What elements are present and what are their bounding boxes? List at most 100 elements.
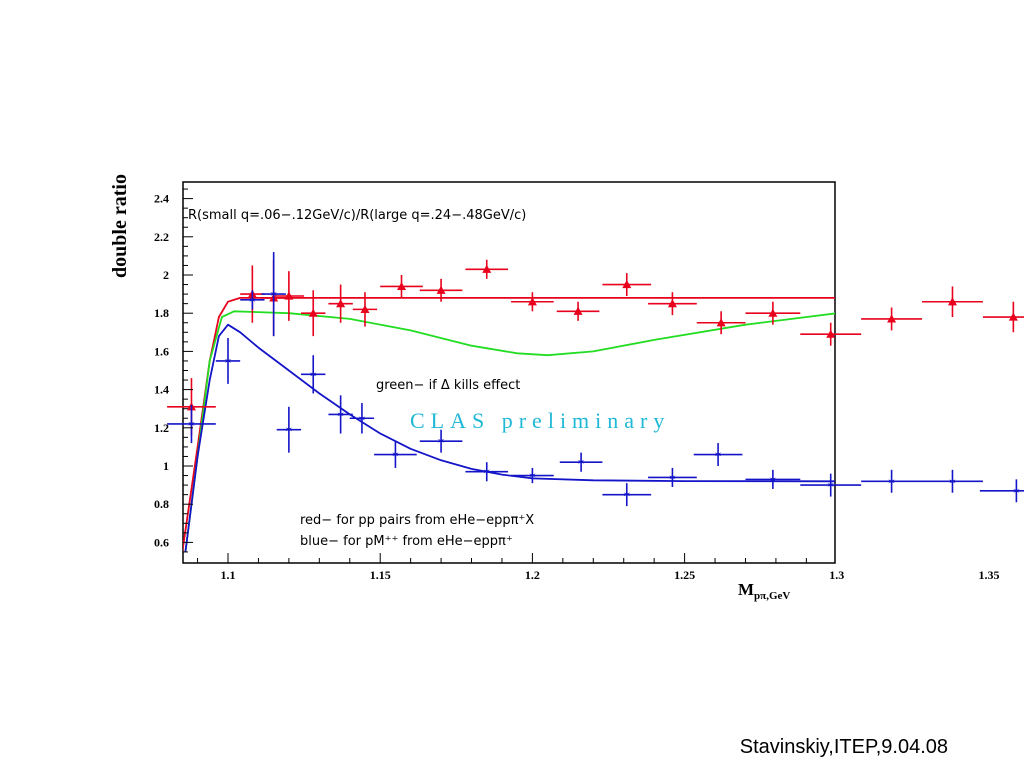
triangle-marker (947, 297, 957, 306)
footer-credit: Stavinskiy,ITEP,9.04.08 (739, 736, 948, 758)
y-tick-label: 1.8 (154, 306, 169, 320)
star-marker: ✶ (437, 437, 445, 448)
y-tick-label: 1.2 (154, 421, 169, 435)
x-tick-label: 1.2 (525, 568, 540, 582)
green-fit-curve (184, 310, 835, 553)
star-marker: ✶ (224, 356, 232, 367)
red-data-point (982, 301, 1024, 333)
red-data-point (419, 278, 463, 302)
points-layer: ✶✶✶✶✶✶✶✶✶✶✶✶✶✶✶✶✶✶✶✶✶✶ (167, 252, 1024, 507)
blue-data-point: ✶ (745, 469, 801, 489)
red-data-point (380, 275, 423, 298)
star-marker: ✶ (248, 295, 256, 306)
triangle-marker (768, 308, 778, 317)
x-axis-title-main: M (738, 580, 754, 599)
star-marker: ✶ (269, 290, 277, 301)
red-data-point (745, 301, 801, 325)
x-axis-title-sub: pπ,GeV (754, 590, 790, 602)
red-data-point (861, 307, 923, 331)
x-tick-label: 1.1 (221, 568, 236, 582)
star-marker: ✶ (714, 450, 722, 461)
blue-data-point: ✶ (419, 429, 463, 453)
red-data-point (696, 311, 746, 335)
star-marker: ✶ (309, 370, 317, 381)
star-marker: ✶ (187, 419, 195, 430)
triangle-marker (622, 280, 632, 289)
star-marker: ✶ (358, 414, 366, 425)
y-axis: 0.6 0.8 1 1.2 1.4 1.6 1.8 2 2.2 2.4 (154, 188, 193, 553)
red-data-point (465, 259, 509, 279)
triangle-marker (336, 299, 346, 308)
blue-fit-curve (184, 323, 835, 553)
star-marker: ✶ (827, 481, 835, 492)
blue-data-point: ✶ (167, 404, 216, 444)
x-axis: 1.11.151.21.251.31.351.41.451.5 (197, 553, 1000, 582)
red-data-point (511, 292, 554, 312)
triangle-marker (573, 306, 583, 315)
blue-data-point: ✶ (328, 395, 353, 434)
blue-data-point: ✶ (215, 338, 241, 384)
y-tick-label: 1 (163, 459, 169, 473)
triangle-marker (826, 329, 836, 338)
star-marker: ✶ (336, 410, 344, 421)
y-tick-label: 0.8 (154, 497, 169, 511)
triangle-marker (360, 304, 370, 313)
y-tick-label: 1.6 (154, 344, 169, 358)
red-data-point (648, 292, 697, 316)
blue-data-point: ✶ (602, 483, 652, 507)
blue-data-point: ✶ (648, 467, 697, 488)
red-data-point (602, 273, 652, 297)
y-tick-label: 2.4 (154, 192, 169, 206)
preliminary-label: CLAS preliminary (410, 408, 670, 433)
blue-data-point: ✶ (800, 473, 862, 497)
star-marker: ✶ (285, 425, 293, 436)
star-marker: ✶ (1012, 486, 1020, 497)
blue-data-point: ✶ (693, 443, 743, 466)
plot-frame (182, 181, 836, 564)
red-data-point (922, 286, 983, 318)
x-tick-label: 1.3 (829, 568, 844, 582)
triangle-marker (397, 281, 407, 291)
blue-data-point: ✶ (465, 462, 509, 482)
x-tick-label: 1.25 (674, 568, 695, 582)
y-tick-label: 1.4 (154, 383, 169, 397)
red-data-point (556, 301, 600, 321)
blue-data-point: ✶ (240, 290, 265, 310)
red-data-point (352, 292, 378, 327)
blue-data-point: ✶ (276, 406, 302, 453)
red-data-point (328, 284, 353, 323)
star-marker: ✶ (948, 477, 956, 488)
red-fit-curve (183, 296, 835, 553)
blue-data-point: ✶ (374, 441, 417, 468)
red-note: red− for pp pairs from eHe−eppπ⁺X (300, 513, 534, 528)
triangle-marker (1008, 312, 1018, 321)
blue-data-point: ✶ (559, 452, 603, 472)
y-tick-label: 2 (163, 268, 169, 282)
triangle-marker (482, 264, 492, 273)
red-data-point (301, 290, 326, 337)
y-axis-title: double ratio (109, 174, 131, 278)
red-data-point (273, 271, 305, 321)
triangle-marker (667, 299, 677, 308)
star-marker: ✶ (668, 473, 676, 484)
star-marker: ✶ (769, 475, 777, 486)
blue-data-point: ✶ (922, 469, 983, 493)
triangle-marker (716, 318, 726, 327)
green-note: green− if Δ kills effect (376, 378, 520, 393)
curves-layer (183, 296, 835, 553)
x-tick-label: 1.15 (370, 568, 391, 582)
x-axis-title: Mpπ,GeV (738, 580, 790, 602)
blue-data-point: ✶ (979, 479, 1024, 503)
blue-data-point: ✶ (861, 469, 923, 493)
blue-data-point: ✶ (301, 355, 326, 394)
red-data-point (800, 322, 862, 346)
blue-data-point: ✶ (511, 467, 554, 484)
triangle-marker (284, 291, 294, 300)
chart-title: R(small q=.06−.12GeV/c)/R(large q=.24−.4… (188, 208, 526, 223)
star-marker: ✶ (528, 471, 536, 482)
triangle-marker (887, 314, 897, 323)
star-marker: ✶ (483, 467, 491, 478)
blue-data-point: ✶ (261, 252, 286, 337)
